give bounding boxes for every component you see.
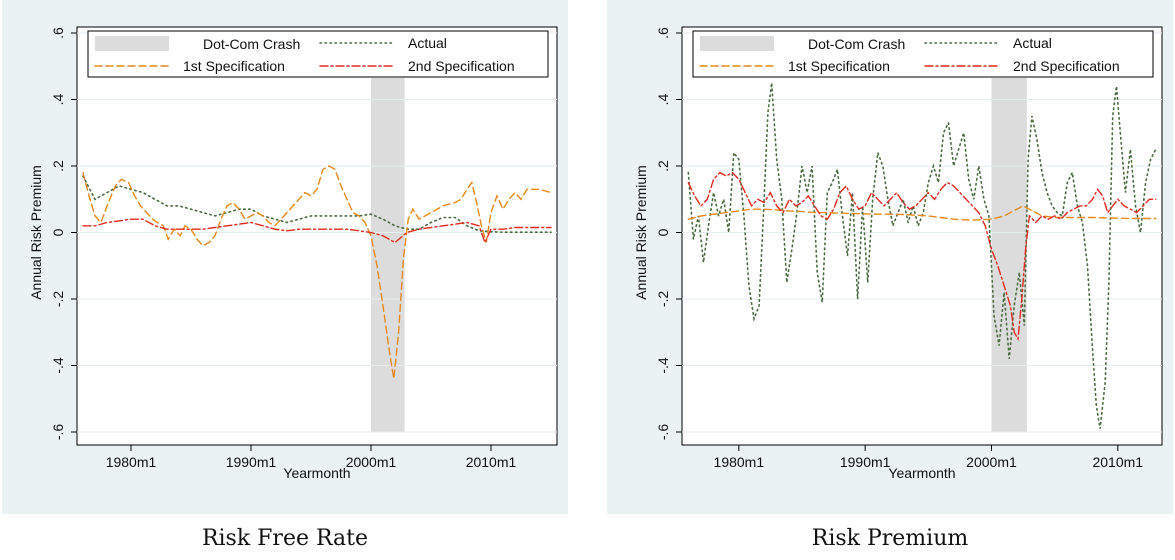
series-line-2nd-specification [82,218,552,245]
chart-risk-premium: -.6 -.4 -.2 0 .2 .4 .6 1980m1 1990m1 2000m1 2010m1… [633,26,1163,481]
x-tick-label: 2000m1 [966,454,1017,470]
x-tick-label: 1990m1 [226,454,277,470]
legend-swatch-dot-com-crash [95,36,169,51]
caption-risk-premium: Risk Premium [811,526,969,551]
legend-label-dot-com-crash: Dot-Com Crash [808,36,905,52]
y-axis-label: Annual Risk Premium [28,165,44,300]
legend-label-1st-specification: 1st Specification [788,58,890,74]
chart-panel-risk-free-rate: -.6 -.4 -.2 0 .2 .4 .6 1980m1 1990m1 2000m1 2010m1… [2,0,568,514]
y-tick-label: .6 [655,27,671,39]
legend-label-actual: Actual [1013,35,1052,51]
legend-label-2nd-specification: 2nd Specification [408,58,515,74]
legend: Dot-Com Crash Actual 1st Specification 2nd … [87,30,549,78]
y-tick-label: .4 [50,93,66,105]
series-line-1st-specification [82,165,552,379]
y-tick-label: 0 [655,228,671,236]
y-tick-label: .2 [50,160,66,172]
dot-com-crash-shading [991,78,1027,432]
series-line-actual [82,175,552,233]
y-tick-label: 0 [50,228,66,236]
x-axis-label: Yearmonth [888,465,955,481]
x-tick-label: 1990m1 [840,454,891,470]
series-line-2nd-specification [687,171,1157,342]
y-tick-label: -.4 [50,357,66,374]
x-tick-label: 2010m1 [1092,454,1143,470]
chart-risk-free-rate: -.6 -.4 -.2 0 .2 .4 .6 1980m1 1990m1 2000m1 2010m1… [28,26,558,481]
legend-label-1st-specification: 1st Specification [183,58,285,74]
x-tick-label: 1980m1 [106,454,157,470]
series-line-1st-specification [687,205,1157,221]
plot-area [76,26,558,446]
legend: Dot-Com Crash Actual 1st Specification 2nd … [692,30,1154,78]
legend-label-dot-com-crash: Dot-Com Crash [203,36,300,52]
series-line-actual [687,82,1157,429]
y-tick-label: .4 [655,93,671,105]
y-tick-label: -.2 [655,291,671,308]
x-tick-label: 2000m1 [346,454,397,470]
legend-label-actual: Actual [408,35,447,51]
x-tick-label: 2010m1 [466,454,517,470]
y-axis-label: Annual Risk Premium [633,165,649,300]
dot-com-crash-shading [371,78,405,432]
y-tick-label: .2 [655,160,671,172]
chart-panel-risk-premium: -.6 -.4 -.2 0 .2 .4 .6 1980m1 1990m1 2000m1 2010m1… [607,0,1173,514]
legend-swatch-dot-com-crash [700,36,774,51]
x-axis-label: Yearmonth [283,465,350,481]
plot-area [681,26,1163,446]
y-tick-label: -.6 [655,424,671,441]
x-tick-label: 1980m1 [714,454,765,470]
y-tick-label: -.6 [50,424,66,441]
y-tick-label: .6 [50,27,66,39]
y-tick-label: -.4 [655,357,671,374]
caption-risk-free-rate: Risk Free Rate [201,526,369,551]
legend-label-2nd-specification: 2nd Specification [1013,58,1120,74]
y-tick-label: -.2 [50,291,66,308]
